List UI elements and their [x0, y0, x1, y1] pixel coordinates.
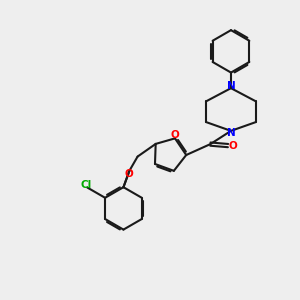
Text: N: N: [226, 128, 235, 138]
Text: Cl: Cl: [80, 180, 92, 190]
Text: O: O: [124, 169, 133, 179]
Text: N: N: [226, 81, 235, 91]
Text: O: O: [229, 141, 238, 151]
Text: O: O: [171, 130, 179, 140]
